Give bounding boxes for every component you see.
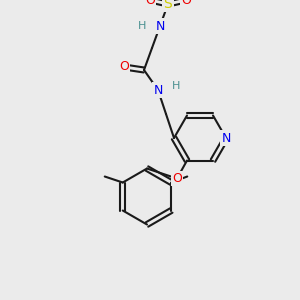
Text: O: O: [145, 0, 155, 7]
Text: S: S: [164, 0, 172, 11]
Text: H: H: [138, 21, 146, 31]
Text: O: O: [119, 61, 129, 74]
Text: N: N: [153, 83, 163, 97]
Text: N: N: [221, 131, 231, 145]
Text: O: O: [181, 0, 191, 7]
Text: N: N: [155, 20, 165, 32]
Text: H: H: [172, 81, 180, 91]
Text: O: O: [172, 172, 182, 185]
